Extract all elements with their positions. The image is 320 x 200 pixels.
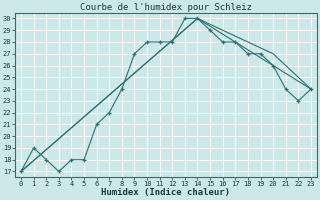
Title: Courbe de l'humidex pour Schleiz: Courbe de l'humidex pour Schleiz (80, 3, 252, 12)
X-axis label: Humidex (Indice chaleur): Humidex (Indice chaleur) (101, 188, 230, 197)
